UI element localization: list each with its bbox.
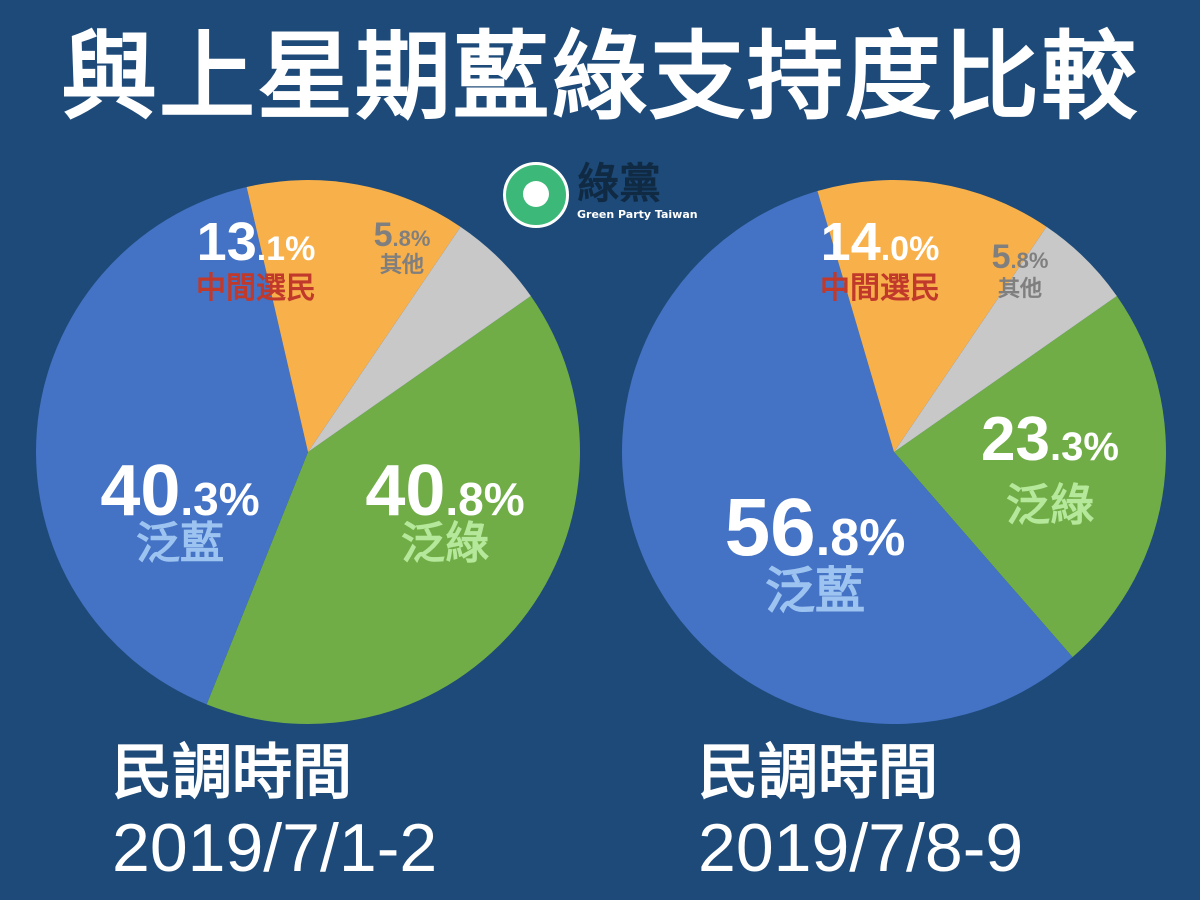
page-title: 與上星期藍綠支持度比較 (61, 21, 1139, 133)
pie-slice-0-3 (308, 226, 531, 452)
slice-category-label: 泛綠 (1006, 480, 1094, 531)
slice-category-label: 泛藍 (136, 518, 224, 569)
pie-slice-1-1 (621, 191, 1073, 725)
slice-value-label: 40.8% (365, 451, 524, 531)
slice-value-label: 5.8% (374, 216, 431, 254)
slice-value-label: 40.3% (100, 451, 259, 531)
slice-value-label: 14.0% (821, 212, 940, 272)
pie-slice-1-0 (894, 295, 1166, 658)
pie-slice-1-3 (894, 226, 1117, 452)
slice-value-label: 5.8% (992, 238, 1049, 276)
pie-slice-0-2 (246, 180, 461, 452)
logo-sun-icon (503, 162, 569, 228)
slice-category-label: 泛綠 (401, 518, 489, 569)
survey-info-left: 民調時間 2019/7/1-2 (112, 738, 437, 888)
survey-info-right: 民調時間 2019/7/8-9 (698, 738, 1023, 888)
pie-slice-0-1 (35, 187, 308, 705)
slice-value-label: 23.3% (981, 405, 1119, 474)
logo-face-icon (523, 181, 549, 207)
slice-category-label: 中間選民 (820, 271, 940, 306)
survey-date: 2019/7/8-9 (698, 810, 1024, 886)
survey-date: 2019/7/1-2 (112, 810, 438, 886)
slice-category-label: 中間選民 (196, 271, 316, 306)
slice-value-label: 13.1% (197, 212, 316, 272)
logo-name: 綠黨 (577, 159, 662, 208)
survey-label: 民調時間 (112, 738, 352, 808)
green-party-logo: 綠黨 Green Party Taiwan (503, 160, 703, 230)
slice-value-label: 56.8% (725, 482, 906, 573)
survey-label: 民調時間 (698, 738, 938, 808)
logo-subtitle: Green Party Taiwan (577, 208, 698, 221)
slice-category-label: 其他 (380, 253, 424, 278)
slice-category-label: 泛藍 (765, 562, 865, 620)
slice-category-label: 其他 (998, 277, 1042, 302)
pie-slice-1-2 (817, 180, 1047, 453)
pie-slice-0-0 (206, 295, 580, 724)
